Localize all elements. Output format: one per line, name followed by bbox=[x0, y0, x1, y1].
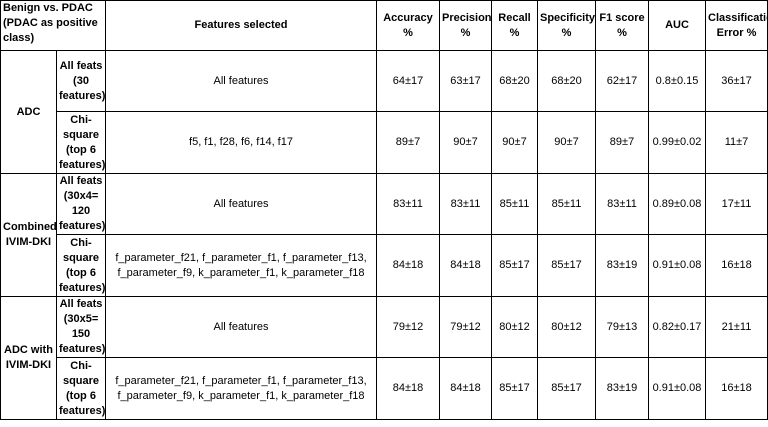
error-cell: 16±18 bbox=[705, 234, 768, 297]
subset-label: Chi-square (top 6 features) bbox=[56, 234, 106, 297]
f1-cell: 89±7 bbox=[595, 111, 649, 174]
f1-cell: 79±13 bbox=[595, 296, 649, 358]
features-cell: All features bbox=[105, 296, 377, 358]
error-cell: 16±18 bbox=[705, 357, 768, 420]
subset-label: All feats (30x5= 150 features) bbox=[56, 296, 106, 358]
subset-label: All feats (30 features) bbox=[56, 50, 106, 112]
features-cell: f_parameter_f21, f_parameter_f1, f_param… bbox=[105, 234, 377, 297]
specificity-cell: 90±7 bbox=[537, 111, 596, 174]
f1-cell: 83±19 bbox=[595, 357, 649, 420]
recall-cell: 85±11 bbox=[491, 173, 538, 235]
features-header: Features selected bbox=[105, 0, 377, 51]
precision-cell: 63±17 bbox=[439, 50, 492, 112]
f1-cell: 62±17 bbox=[595, 50, 649, 112]
recall-cell: 90±7 bbox=[491, 111, 538, 174]
auc-cell: 0.82±0.17 bbox=[648, 296, 706, 358]
features-cell: All features bbox=[105, 173, 377, 235]
precision-cell: 90±7 bbox=[439, 111, 492, 174]
table-row: ADC All feats (30 features) All features… bbox=[0, 50, 768, 174]
specificity-header: Specificity % bbox=[537, 0, 596, 51]
auc-cell: 0.89±0.08 bbox=[648, 173, 706, 235]
accuracy-cell: 84±18 bbox=[376, 234, 440, 297]
error-header: Classification Error % bbox=[705, 0, 768, 51]
precision-cell: 84±18 bbox=[439, 234, 492, 297]
precision-cell: 79±12 bbox=[439, 296, 492, 358]
recall-cell: 80±12 bbox=[491, 296, 538, 358]
precision-header: Precision % bbox=[439, 0, 492, 51]
accuracy-cell: 79±12 bbox=[376, 296, 440, 358]
group-label: Combined IVIM-DKI bbox=[0, 173, 57, 297]
auc-cell: 0.99±0.02 bbox=[648, 111, 706, 174]
recall-cell: 85±17 bbox=[491, 234, 538, 297]
recall-header: Recall % bbox=[491, 0, 538, 51]
f1-cell: 83±11 bbox=[595, 173, 649, 235]
subset-label: Chi-square (top 6 features) bbox=[56, 357, 106, 420]
features-cell: f_parameter_f21, f_parameter_f1, f_param… bbox=[105, 357, 377, 420]
group-label: ADC bbox=[0, 50, 57, 174]
precision-cell: 83±11 bbox=[439, 173, 492, 235]
specificity-cell: 68±20 bbox=[537, 50, 596, 112]
subset-label: All feats (30x4= 120 features) bbox=[56, 173, 106, 235]
group-label: ADC with IVIM-DKI bbox=[0, 296, 57, 420]
table-row: Chi-square (top 6 features) f_parameter_… bbox=[1, 357, 768, 420]
table-row: Chi-square (top 6 features) f_parameter_… bbox=[1, 234, 768, 297]
features-cell: All features bbox=[105, 50, 377, 112]
f1-header: F1 score % bbox=[595, 0, 649, 51]
accuracy-cell: 83±11 bbox=[376, 173, 440, 235]
auc-cell: 0.91±0.08 bbox=[648, 357, 706, 420]
recall-cell: 85±17 bbox=[491, 357, 538, 420]
accuracy-header: Accuracy % bbox=[376, 0, 440, 51]
error-cell: 17±11 bbox=[705, 173, 768, 235]
corner-header: Benign vs. PDAC (PDAC as positive class) bbox=[0, 0, 106, 51]
table-row: Combined IVIM-DKI All feats (30x4= 120 f… bbox=[0, 173, 768, 297]
header-row: Benign vs. PDAC (PDAC as positive class)… bbox=[0, 0, 768, 51]
recall-cell: 68±20 bbox=[491, 50, 538, 112]
accuracy-cell: 64±17 bbox=[376, 50, 440, 112]
auc-cell: 0.8±0.15 bbox=[648, 50, 706, 112]
specificity-cell: 85±17 bbox=[537, 234, 596, 297]
table-row: Chi-square (top 6 features) f5, f1, f28,… bbox=[1, 111, 768, 174]
subset-label: Chi-square (top 6 features) bbox=[56, 111, 106, 174]
accuracy-cell: 84±18 bbox=[376, 357, 440, 420]
auc-cell: 0.91±0.08 bbox=[648, 234, 706, 297]
auc-header: AUC bbox=[648, 0, 706, 51]
error-cell: 11±7 bbox=[705, 111, 768, 174]
error-cell: 21±11 bbox=[705, 296, 768, 358]
error-cell: 36±17 bbox=[705, 50, 768, 112]
features-cell: f5, f1, f28, f6, f14, f17 bbox=[105, 111, 377, 174]
table-row: ADC with IVIM-DKI All feats (30x5= 150 f… bbox=[0, 296, 768, 420]
specificity-cell: 80±12 bbox=[537, 296, 596, 358]
specificity-cell: 85±11 bbox=[537, 173, 596, 235]
accuracy-cell: 89±7 bbox=[376, 111, 440, 174]
specificity-cell: 85±17 bbox=[537, 357, 596, 420]
f1-cell: 83±19 bbox=[595, 234, 649, 297]
precision-cell: 84±18 bbox=[439, 357, 492, 420]
